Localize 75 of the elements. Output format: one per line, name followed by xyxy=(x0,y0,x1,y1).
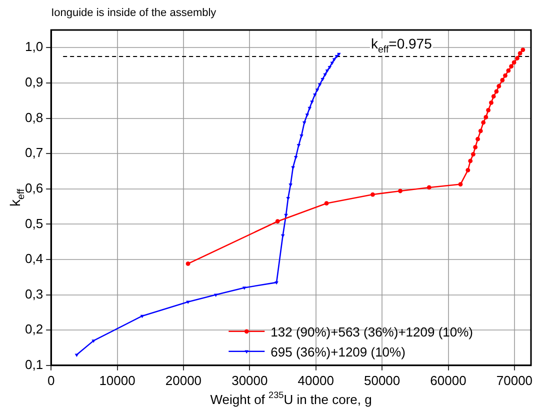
point xyxy=(330,62,334,66)
point xyxy=(296,144,301,148)
point xyxy=(74,354,79,358)
point xyxy=(468,158,473,164)
y-tick-label: 1,0 xyxy=(24,39,44,54)
point xyxy=(489,100,494,105)
point xyxy=(310,100,314,104)
y-tick-label: 0,9 xyxy=(24,74,44,90)
point xyxy=(288,184,292,187)
x-tick-label: 30000 xyxy=(232,372,268,388)
point xyxy=(332,58,336,62)
point xyxy=(320,78,325,82)
point xyxy=(515,56,520,60)
point xyxy=(186,262,190,266)
y-tick-label: 0,7 xyxy=(24,145,44,160)
y-tick-label: 0,4 xyxy=(24,251,44,266)
legend-label: 695 (36%)+1209 (10%) xyxy=(270,344,406,360)
point xyxy=(503,73,508,78)
point xyxy=(520,48,526,52)
point xyxy=(426,185,432,190)
legend-label: 132 (90%)+563 (36%)+1209 (10%) xyxy=(270,324,474,340)
y-tick-label: 0,6 xyxy=(24,180,44,196)
point xyxy=(500,78,505,82)
point xyxy=(518,51,522,56)
point xyxy=(315,88,320,92)
y-tick-label: 0,3 xyxy=(24,286,44,302)
point xyxy=(214,294,218,297)
point xyxy=(478,128,483,134)
point xyxy=(291,166,295,170)
x-tick-label: 60000 xyxy=(430,372,466,388)
point xyxy=(458,182,463,186)
point xyxy=(242,286,246,290)
point xyxy=(473,145,478,150)
point xyxy=(496,84,502,88)
chart-title: Ionguide is inside of the assembly xyxy=(51,7,217,19)
x-tick-label: 70000 xyxy=(496,372,533,388)
point xyxy=(509,64,514,69)
point xyxy=(398,188,402,194)
y-tick-label: 0,1 xyxy=(24,356,44,372)
point xyxy=(302,121,306,125)
point xyxy=(305,114,310,117)
point xyxy=(280,234,285,238)
y-tick-label: 0,5 xyxy=(24,216,44,231)
x-tick-label: 50000 xyxy=(364,372,400,388)
x-tick-label: 10000 xyxy=(99,372,136,388)
point xyxy=(92,340,96,343)
point xyxy=(512,60,516,65)
point xyxy=(486,108,491,112)
point xyxy=(336,52,341,56)
point xyxy=(284,214,288,218)
point xyxy=(323,73,328,77)
x-tick-label: 0 xyxy=(47,372,55,388)
point xyxy=(140,314,144,318)
point xyxy=(324,201,329,206)
x-tick-label: 40000 xyxy=(298,372,334,388)
y-tick-label: 0,2 xyxy=(24,322,44,337)
point xyxy=(481,120,486,125)
x-tick-label: 20000 xyxy=(165,372,202,388)
point xyxy=(506,68,511,73)
point xyxy=(308,106,312,110)
point xyxy=(300,134,304,138)
point xyxy=(328,66,332,70)
point xyxy=(491,94,496,99)
point xyxy=(313,94,317,97)
point xyxy=(334,55,339,58)
point xyxy=(370,192,375,197)
point xyxy=(294,156,298,160)
y-tick-label: 0,8 xyxy=(24,110,44,125)
point xyxy=(471,152,476,156)
point xyxy=(494,89,499,94)
point xyxy=(325,70,330,73)
point xyxy=(484,115,488,120)
point xyxy=(476,136,480,142)
point xyxy=(275,219,280,224)
point xyxy=(466,168,470,172)
